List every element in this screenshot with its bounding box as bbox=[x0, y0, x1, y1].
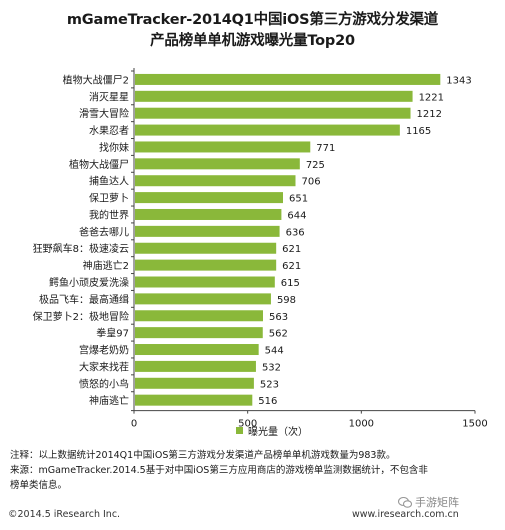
bar bbox=[135, 310, 263, 322]
bar bbox=[135, 360, 256, 372]
bar bbox=[135, 141, 311, 153]
value-label: 562 bbox=[269, 329, 288, 340]
value-label: 1212 bbox=[417, 109, 442, 120]
category-label: 爸爸去哪儿 bbox=[79, 225, 129, 238]
category-label: 狂野飙车8：极速凌云 bbox=[33, 242, 129, 255]
value-label: 615 bbox=[281, 278, 300, 289]
category-label: 愤怒的小鸟 bbox=[79, 377, 129, 390]
bar bbox=[135, 192, 283, 204]
x-tick-label: 1000 bbox=[349, 419, 374, 430]
bar bbox=[135, 394, 253, 406]
bar bbox=[135, 242, 277, 254]
category-label: 消灭星星 bbox=[89, 90, 129, 103]
bar bbox=[135, 327, 263, 339]
x-tick-label: 500 bbox=[238, 419, 257, 430]
bar bbox=[135, 293, 271, 305]
bar bbox=[135, 259, 277, 271]
bar bbox=[135, 73, 441, 85]
value-label: 1165 bbox=[406, 126, 431, 137]
legend-swatch bbox=[236, 427, 243, 434]
value-label: 563 bbox=[269, 312, 288, 323]
bar bbox=[135, 225, 280, 237]
value-label: 1221 bbox=[419, 92, 444, 103]
note-line-2: 来源：mGameTracker.2014.5基于对中国iOS第三方应用商店的游戏… bbox=[10, 465, 428, 476]
legend-label: 曝光量（次） bbox=[248, 427, 308, 438]
x-tick-label: 1500 bbox=[462, 419, 487, 430]
value-label: 1343 bbox=[446, 75, 471, 86]
bar bbox=[135, 90, 413, 102]
bar bbox=[135, 208, 282, 220]
note-line-3: 榜单类信息。 bbox=[10, 480, 68, 491]
watermark: 手游矩阵 bbox=[398, 494, 459, 510]
value-label: 621 bbox=[282, 244, 301, 255]
category-label: 植物大战僵尸 bbox=[69, 158, 129, 171]
bar bbox=[135, 276, 275, 288]
category-label: 神庙逃亡 bbox=[89, 394, 129, 407]
chart-notes: 注释：以上数据统计2014Q1中国iOS第三方游戏分发渠道产品榜单单机游戏数量为… bbox=[10, 448, 490, 493]
chart-title-line-1: mGameTracker-2014Q1中国iOS第三方游戏分发渠道 bbox=[66, 12, 439, 28]
category-label: 鳄鱼小顽皮爱洗澡 bbox=[49, 276, 129, 289]
category-label: 捕鱼达人 bbox=[89, 175, 129, 188]
value-label: 516 bbox=[258, 396, 277, 407]
category-label: 神庙逃亡2 bbox=[83, 259, 129, 272]
bar bbox=[135, 107, 411, 119]
value-label: 651 bbox=[289, 194, 308, 205]
value-label: 771 bbox=[316, 143, 335, 154]
category-label: 拳皇97 bbox=[96, 327, 129, 340]
category-label: 滑雪大冒险 bbox=[79, 107, 129, 120]
bar bbox=[135, 344, 259, 356]
category-label: 极品飞车：最高通缉 bbox=[39, 293, 129, 306]
watermark-text: 手游矩阵 bbox=[415, 496, 459, 509]
category-label: 大家来找茬 bbox=[79, 360, 129, 373]
wechat-icon bbox=[398, 496, 412, 508]
value-label: 532 bbox=[262, 362, 281, 373]
value-label: 644 bbox=[287, 210, 306, 221]
bar bbox=[135, 175, 296, 187]
value-label: 725 bbox=[306, 160, 325, 171]
note-line-1: 注释：以上数据统计2014Q1中国iOS第三方游戏分发渠道产品榜单单机游戏数量为… bbox=[10, 450, 396, 461]
value-label: 544 bbox=[265, 346, 284, 357]
bar bbox=[135, 124, 400, 136]
category-label: 保卫萝卜 bbox=[89, 192, 129, 205]
value-label: 706 bbox=[301, 177, 320, 188]
category-label: 宫爆老奶奶 bbox=[79, 344, 129, 357]
chart-title-line-2: 产品榜单单机游戏曝光量Top20 bbox=[150, 33, 355, 49]
category-label: 保卫萝卜2：极地冒险 bbox=[33, 310, 129, 323]
category-label: 水果忍者 bbox=[89, 125, 129, 137]
chart-legend: 曝光量（次） bbox=[236, 423, 308, 438]
value-label: 523 bbox=[260, 379, 279, 390]
website-link[interactable]: www.iresearch.com.cn bbox=[352, 509, 459, 520]
value-label: 598 bbox=[277, 295, 296, 306]
copyright: ©2014.5 iResearch Inc. bbox=[8, 509, 121, 520]
bar-chart: 植物大战僵尸2 1343 消灭星星 1221 滑雪大冒险 1212 水果忍者 1165 找你妹 7… bbox=[33, 68, 488, 430]
category-label: 找你妹 bbox=[99, 141, 129, 154]
x-tick-label: 0 bbox=[131, 419, 137, 430]
category-label: 我的世界 bbox=[89, 208, 129, 221]
value-label: 636 bbox=[286, 227, 305, 238]
bar bbox=[135, 158, 300, 170]
value-label: 621 bbox=[282, 261, 301, 272]
category-label: 植物大战僵尸2 bbox=[63, 73, 129, 86]
bar bbox=[135, 377, 254, 389]
chart-title: mGameTracker-2014Q1中国iOS第三方游戏分发渠道 产品榜单单机… bbox=[0, 10, 505, 52]
